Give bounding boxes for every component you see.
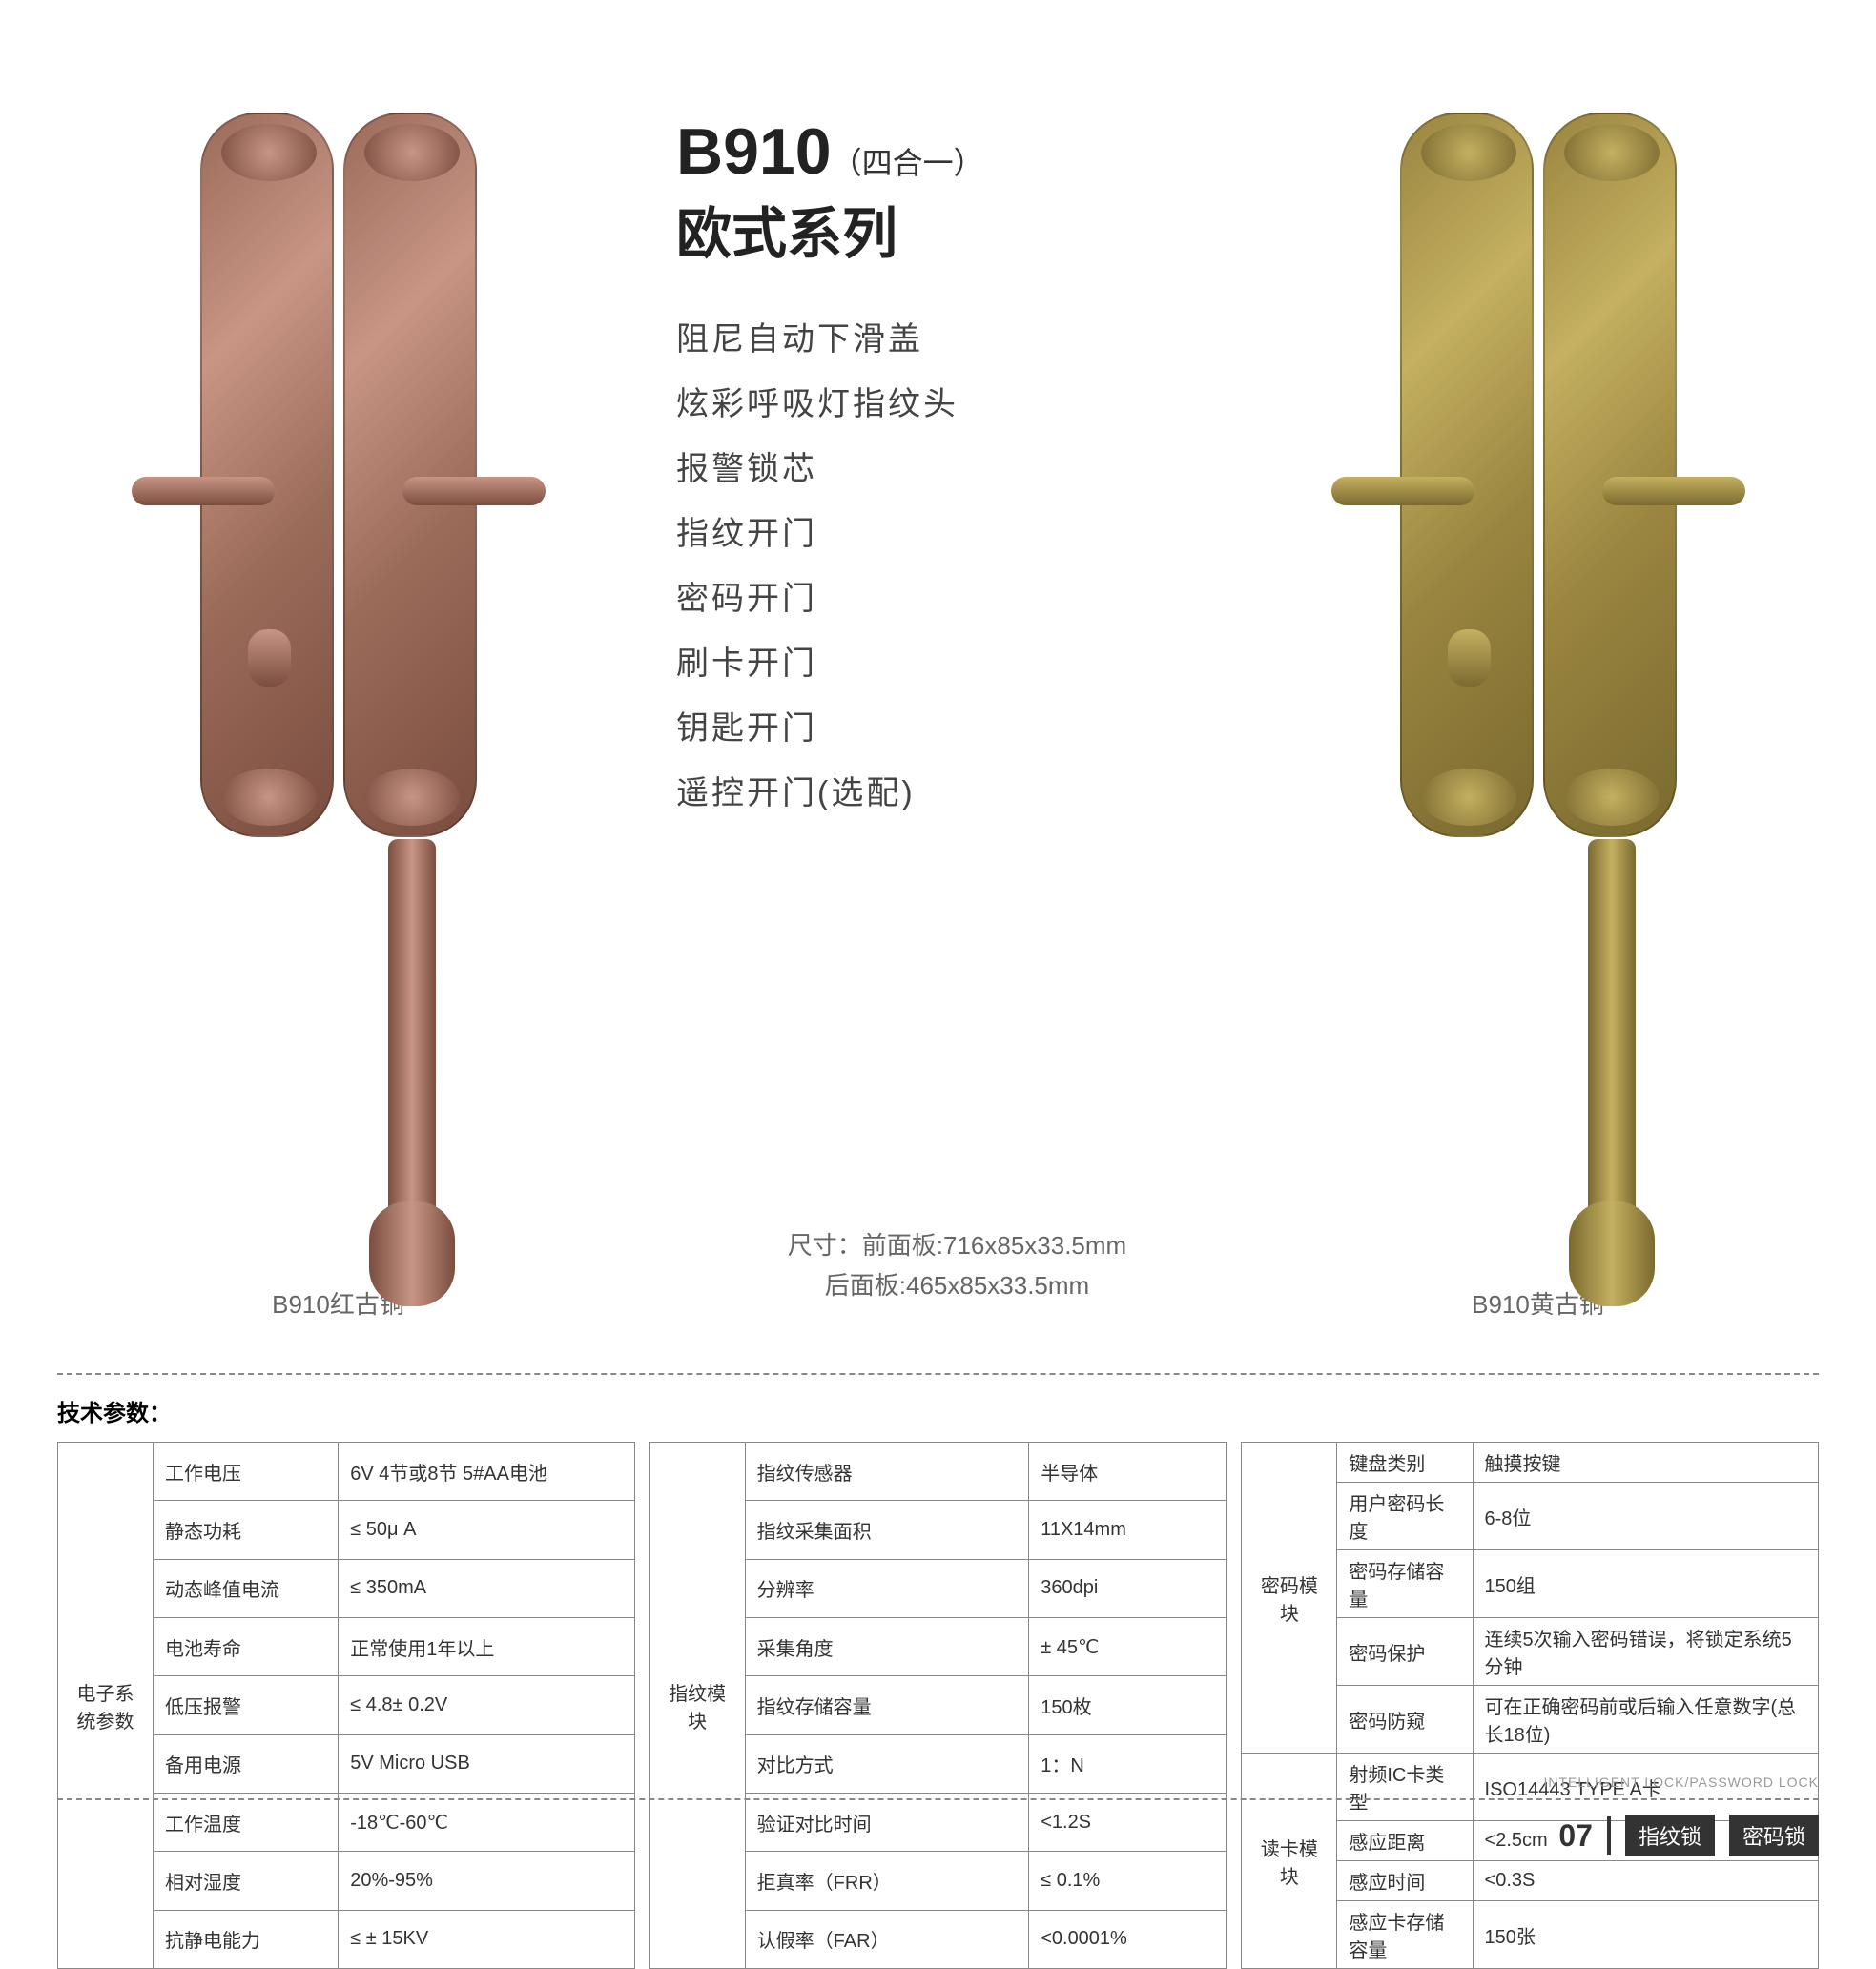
feature-item: 报警锁芯	[676, 437, 1238, 502]
spec-cell: 正常使用1年以上	[339, 1617, 634, 1675]
spec-cell: 低压报警	[154, 1676, 339, 1734]
dim-front: 尺寸：前面板:716x85x33.5mm	[676, 1226, 1238, 1266]
lock-image-copper	[200, 113, 477, 1257]
spec-cell: <0.3S	[1473, 1861, 1819, 1901]
spec-group-cell: 读卡模块	[1242, 1754, 1337, 1969]
spec-cell: 相对湿度	[154, 1852, 339, 1910]
spec-cell: 连续5次输入密码错误，将锁定系统5分钟	[1473, 1618, 1819, 1686]
spec-cell: 半导体	[1029, 1443, 1227, 1501]
feature-list: 阻尼自动下滑盖 炫彩呼吸灯指纹头 报警锁芯 指纹开门 密码开门 刷卡开门 钥匙开…	[676, 307, 1238, 826]
spec-cell: 分辨率	[745, 1559, 1029, 1617]
spec-cell: 20%-95%	[339, 1852, 634, 1910]
spec-cell: 5V Micro USB	[339, 1734, 634, 1793]
spec-cell: 拒真率（FRR）	[745, 1852, 1029, 1910]
spec-cell: 360dpi	[1029, 1559, 1227, 1617]
spec-cell: 认假率（FAR）	[745, 1910, 1029, 1968]
spec-cell: ≤ 50μ A	[339, 1501, 634, 1559]
product-info: B910（四合一） 欧式系列 阻尼自动下滑盖 炫彩呼吸灯指纹头 报警锁芯 指纹开…	[638, 38, 1238, 1325]
spec-cell: 指纹采集面积	[745, 1501, 1029, 1559]
series-name: 欧式系列	[676, 189, 1238, 269]
spec-cell: 6V 4节或8节 5#AA电池	[339, 1443, 634, 1501]
spec-cell: ≤ 4.8± 0.2V	[339, 1676, 634, 1734]
spec-table-fingerprint: 指纹模块指纹传感器半导体指纹采集面积11X14mm分辨率360dpi采集角度± …	[649, 1442, 1227, 1969]
spec-cell: 1：N	[1029, 1734, 1227, 1793]
spec-cell: 指纹存储容量	[745, 1676, 1029, 1734]
spec-cell: 密码防窥	[1337, 1686, 1473, 1754]
specifications: 技术参数： 电子系统参数工作电压6V 4节或8节 5#AA电池静态功耗≤ 50μ…	[57, 1373, 1819, 1969]
category-badge: 密码锁	[1729, 1815, 1819, 1856]
spec-cell: 键盘类别	[1337, 1443, 1473, 1483]
spec-table-password-card: 密码模块键盘类别触摸按键用户密码长度6-8位密码存储容量150组密码保护连续5次…	[1241, 1442, 1819, 1969]
model-number: B910（四合一）	[676, 114, 1238, 189]
spec-heading: 技术参数：	[57, 1394, 1819, 1427]
model-text: B910	[676, 115, 832, 188]
spec-cell: ± 45℃	[1029, 1617, 1227, 1675]
footer-subtitle: INTELLIGENT LOCK/PASSWORD LOCK	[1543, 1774, 1819, 1790]
spec-cell: 6-8位	[1473, 1483, 1819, 1550]
model-suffix: （四合一）	[832, 146, 984, 180]
spec-cell: 感应时间	[1337, 1861, 1473, 1901]
spec-group-cell: 电子系统参数	[58, 1443, 154, 1969]
spec-cell: 指纹传感器	[745, 1443, 1029, 1501]
product-showcase: B910红古铜 B910（四合一） 欧式系列 阻尼自动下滑盖 炫彩呼吸灯指纹头 …	[57, 38, 1819, 1325]
spec-cell: 11X14mm	[1029, 1501, 1227, 1559]
feature-item: 钥匙开门	[676, 696, 1238, 761]
spec-cell: 对比方式	[745, 1734, 1029, 1793]
spec-cell: 用户密码长度	[1337, 1483, 1473, 1550]
spec-group-cell: 指纹模块	[649, 1443, 745, 1969]
spec-cell: <0.0001%	[1029, 1910, 1227, 1968]
product-left: B910红古铜	[57, 38, 619, 1325]
lock-image-brass	[1400, 113, 1677, 1257]
dimensions: 尺寸：前面板:716x85x33.5mm 后面板:465x85x33.5mm	[676, 1226, 1238, 1305]
spec-cell: 150枚	[1029, 1676, 1227, 1734]
spec-cell: 静态功耗	[154, 1501, 339, 1559]
spec-cell: 电池寿命	[154, 1617, 339, 1675]
spec-cell: ≤ ± 15KV	[339, 1910, 634, 1968]
spec-tables-row: 电子系统参数工作电压6V 4节或8节 5#AA电池静态功耗≤ 50μ A动态峰值…	[57, 1442, 1819, 1969]
spec-cell: 抗静电能力	[154, 1910, 339, 1968]
spec-cell: 150张	[1473, 1901, 1819, 1969]
spec-cell: 密码保护	[1337, 1618, 1473, 1686]
spec-cell: 工作电压	[154, 1443, 339, 1501]
category-badge: 指纹锁	[1625, 1815, 1715, 1856]
feature-item: 遥控开门(选配)	[676, 761, 1238, 826]
spec-cell: 触摸按键	[1473, 1443, 1819, 1483]
spec-cell: 采集角度	[745, 1617, 1029, 1675]
dim-back: 后面板:465x85x33.5mm	[676, 1266, 1238, 1306]
product-right: B910黄古铜	[1257, 38, 1819, 1325]
feature-item: 刷卡开门	[676, 631, 1238, 696]
spec-cell: 备用电源	[154, 1734, 339, 1793]
spec-cell: 动态峰值电流	[154, 1559, 339, 1617]
page-footer: 07 指纹锁 密码锁	[57, 1798, 1819, 1856]
feature-item: 密码开门	[676, 566, 1238, 631]
spec-cell: 可在正确密码前或后输入任意数字(总长18位)	[1473, 1686, 1819, 1754]
page-number: 07	[1558, 1818, 1593, 1854]
divider	[1607, 1816, 1611, 1855]
spec-cell: 密码存储容量	[1337, 1550, 1473, 1618]
feature-item: 阻尼自动下滑盖	[676, 307, 1238, 372]
spec-cell: ≤ 350mA	[339, 1559, 634, 1617]
feature-item: 指纹开门	[676, 502, 1238, 566]
spec-cell: 150组	[1473, 1550, 1819, 1618]
spec-cell: 感应卡存储容量	[1337, 1901, 1473, 1969]
spec-group-cell: 密码模块	[1242, 1443, 1337, 1754]
spec-cell: ≤ 0.1%	[1029, 1852, 1227, 1910]
spec-table-electronic: 电子系统参数工作电压6V 4节或8节 5#AA电池静态功耗≤ 50μ A动态峰值…	[57, 1442, 635, 1969]
feature-item: 炫彩呼吸灯指纹头	[676, 372, 1238, 437]
